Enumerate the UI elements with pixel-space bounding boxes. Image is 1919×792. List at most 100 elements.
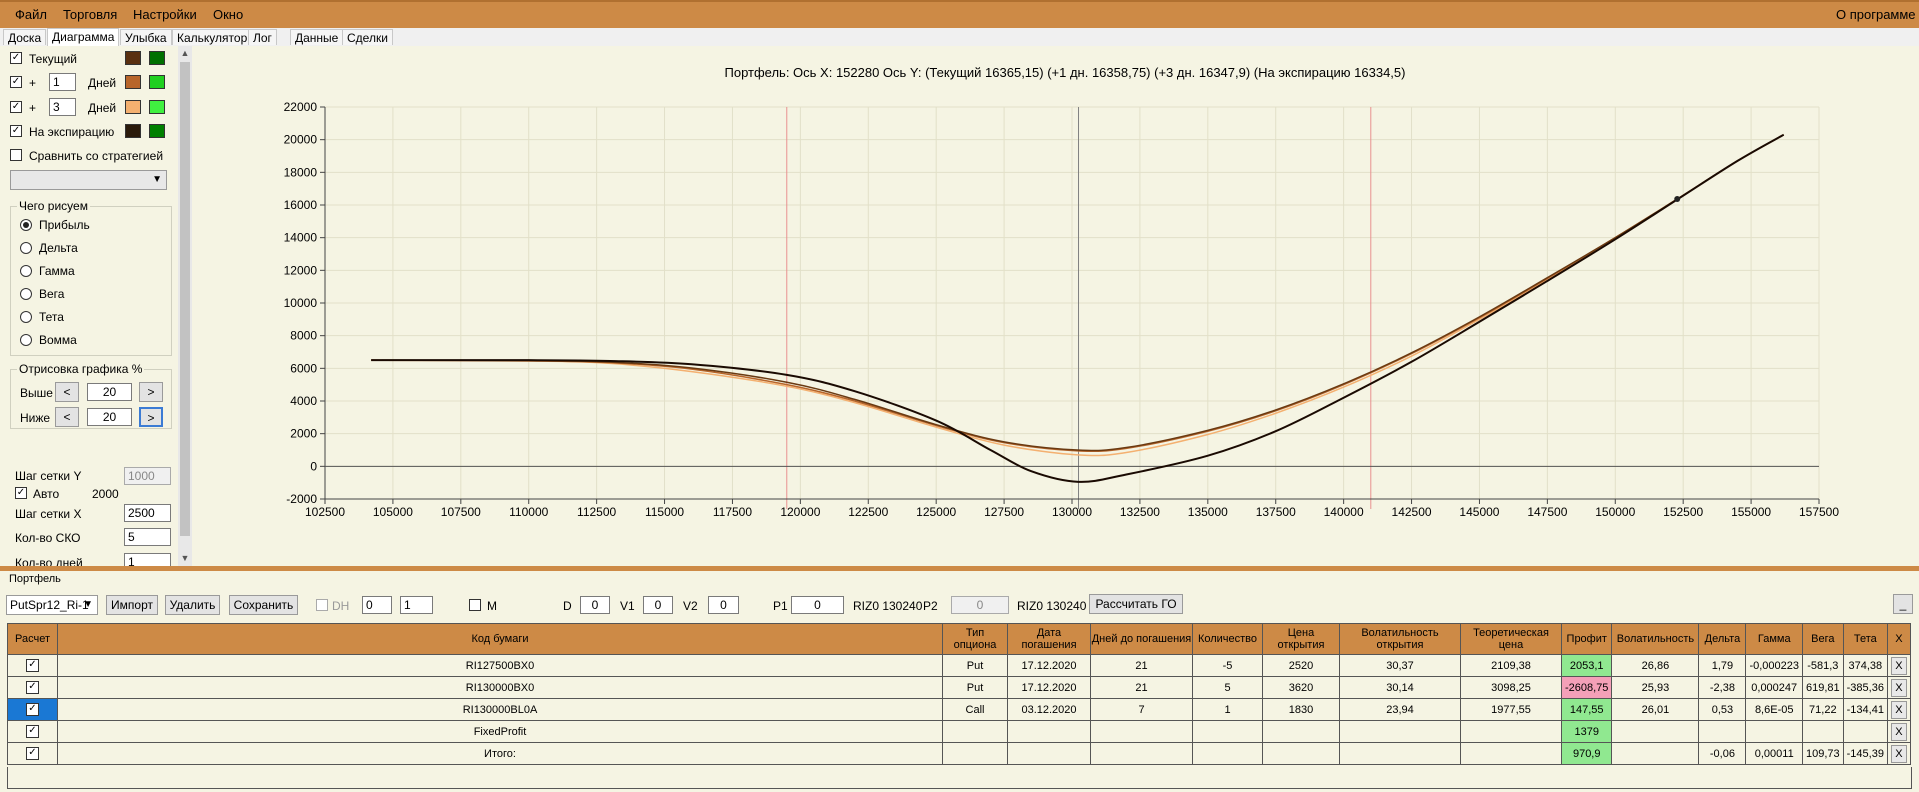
grid-y-input[interactable]: 1000 bbox=[124, 467, 171, 485]
expiry-color-2[interactable] bbox=[149, 124, 165, 138]
plus1-checkbox[interactable]: ✓ bbox=[10, 76, 22, 88]
v1-input[interactable]: 0 bbox=[643, 596, 673, 614]
tab-smile[interactable]: Улыбка bbox=[120, 29, 172, 45]
col-vol-open[interactable]: Волатильность открытия bbox=[1339, 623, 1461, 655]
scroll-up-icon[interactable]: ▲ bbox=[180, 48, 190, 58]
plus3-days-input[interactable]: 3 bbox=[49, 98, 76, 116]
p1-input[interactable]: 0 bbox=[791, 596, 844, 614]
radio-vega[interactable] bbox=[20, 288, 32, 300]
col-x[interactable]: X bbox=[1886, 623, 1911, 655]
above-decrease-button[interactable]: < bbox=[55, 382, 79, 402]
compare-checkbox[interactable] bbox=[10, 149, 22, 161]
tab-data[interactable]: Данные bbox=[290, 29, 344, 45]
col-type[interactable]: Тип опциона bbox=[942, 623, 1008, 655]
col-theo[interactable]: Теоретическая цена bbox=[1460, 623, 1562, 655]
expiry-color-1[interactable] bbox=[125, 124, 141, 138]
portfolio-select[interactable]: PutSpr12_Ri-1 ▼ bbox=[6, 595, 98, 615]
col-vol[interactable]: Волатильность bbox=[1611, 623, 1700, 655]
col-delta[interactable]: Дельта bbox=[1698, 623, 1747, 655]
menu-file[interactable]: Файл bbox=[15, 7, 47, 22]
plus3-checkbox[interactable]: ✓ bbox=[10, 101, 22, 113]
days-count-input[interactable]: 1 bbox=[124, 553, 171, 566]
calc-checkbox[interactable]: ✓ bbox=[26, 747, 39, 760]
radio-vomma[interactable] bbox=[20, 334, 32, 346]
minimize-button[interactable]: _ bbox=[1893, 594, 1913, 614]
below-decrease-button[interactable]: < bbox=[55, 407, 79, 427]
menu-window[interactable]: Окно bbox=[213, 7, 244, 22]
col-calc[interactable]: Расчет bbox=[7, 623, 58, 655]
p2-input[interactable]: 0 bbox=[951, 596, 1009, 614]
menu-about[interactable]: О программе bbox=[1836, 7, 1916, 22]
table-row[interactable]: ✓ RI130000BL0A Call 03.12.2020 7 1 1830 … bbox=[7, 698, 1911, 721]
current-checkbox[interactable]: ✓ bbox=[10, 52, 22, 64]
calc-cell[interactable]: ✓ bbox=[7, 720, 58, 743]
settings-scrollbar[interactable]: ▲ ▼ bbox=[178, 46, 192, 566]
remove-row-button[interactable]: X bbox=[1890, 656, 1907, 675]
dh-value-2[interactable]: 1 bbox=[400, 596, 433, 614]
plus1-color-1[interactable] bbox=[125, 75, 141, 89]
calc-checkbox[interactable]: ✓ bbox=[26, 725, 39, 738]
scroll-down-icon[interactable]: ▼ bbox=[180, 553, 190, 563]
menu-trade[interactable]: Торговля bbox=[63, 7, 118, 22]
col-code[interactable]: Код бумаги bbox=[57, 623, 943, 655]
dh-checkbox[interactable] bbox=[316, 599, 328, 611]
menu-settings[interactable]: Настройки bbox=[133, 7, 197, 22]
v2-input[interactable]: 0 bbox=[708, 596, 739, 614]
col-vega[interactable]: Вега bbox=[1801, 623, 1844, 655]
current-color-1[interactable] bbox=[125, 51, 141, 65]
expiry-checkbox[interactable]: ✓ bbox=[10, 125, 22, 137]
calc-go-button[interactable]: Рассчитать ГО bbox=[1089, 594, 1183, 614]
calc-cell[interactable]: ✓ bbox=[7, 676, 58, 699]
calc-checkbox[interactable]: ✓ bbox=[26, 703, 39, 716]
calc-cell[interactable]: ✓ bbox=[7, 742, 58, 765]
tab-board[interactable]: Доска bbox=[3, 29, 47, 45]
grid-x-input[interactable]: 2500 bbox=[124, 504, 171, 522]
panel-splitter[interactable] bbox=[0, 566, 1919, 571]
tab-diagram[interactable]: Диаграмма bbox=[47, 28, 120, 46]
col-profit[interactable]: Профит bbox=[1560, 623, 1613, 655]
col-theta[interactable]: Тета bbox=[1842, 623, 1888, 655]
calc-cell[interactable]: ✓ bbox=[7, 654, 58, 677]
table-row[interactable]: ✓ RI130000BX0 Put 17.12.2020 21 5 3620 3… bbox=[7, 676, 1911, 699]
scroll-thumb[interactable] bbox=[180, 62, 190, 536]
above-input[interactable]: 20 bbox=[87, 383, 132, 401]
table-row[interactable]: ✓ Итого: 970,9 -0,06 0,00011 109,73 -145… bbox=[7, 742, 1911, 765]
m-checkbox[interactable] bbox=[469, 599, 481, 611]
col-gamma[interactable]: Гамма bbox=[1745, 623, 1803, 655]
table-row[interactable]: ✓ FixedProfit 1379 X bbox=[7, 720, 1911, 743]
tab-deals[interactable]: Сделки bbox=[342, 29, 393, 45]
dh-value-1[interactable]: 0 bbox=[362, 596, 392, 614]
strategy-select[interactable]: ▼ bbox=[10, 170, 167, 190]
col-days[interactable]: Дней до погашения bbox=[1090, 623, 1193, 655]
delete-button[interactable]: Удалить bbox=[165, 595, 220, 615]
remove-row-button[interactable]: X bbox=[1890, 722, 1907, 741]
below-increase-button[interactable]: > bbox=[139, 407, 163, 427]
remove-row-button[interactable]: X bbox=[1890, 678, 1907, 697]
auto-checkbox[interactable]: ✓ bbox=[15, 487, 27, 499]
tab-log[interactable]: Лог bbox=[248, 29, 277, 45]
profit-chart[interactable]: Портфель: Ось X: 152280 Ось Y: (Текущий … bbox=[192, 46, 1919, 566]
remove-row-button[interactable]: X bbox=[1890, 744, 1907, 763]
calc-checkbox[interactable]: ✓ bbox=[26, 681, 39, 694]
radio-profit[interactable] bbox=[20, 219, 32, 231]
plus1-color-2[interactable] bbox=[149, 75, 165, 89]
remove-row-button[interactable]: X bbox=[1890, 700, 1907, 719]
radio-gamma[interactable] bbox=[20, 265, 32, 277]
above-increase-button[interactable]: > bbox=[139, 382, 163, 402]
col-date[interactable]: Дата погашения bbox=[1007, 623, 1091, 655]
save-button[interactable]: Сохранить bbox=[229, 595, 298, 615]
sko-input[interactable]: 5 bbox=[124, 528, 171, 546]
calc-checkbox[interactable]: ✓ bbox=[26, 659, 39, 672]
tab-calculator[interactable]: Калькулятор bbox=[172, 29, 253, 45]
col-price[interactable]: Цена открытия bbox=[1262, 623, 1340, 655]
plus1-days-input[interactable]: 1 bbox=[49, 73, 76, 91]
current-color-2[interactable] bbox=[149, 51, 165, 65]
table-row[interactable]: ✓ RI127500BX0 Put 17.12.2020 21 -5 2520 … bbox=[7, 654, 1911, 677]
plus3-color-1[interactable] bbox=[125, 100, 141, 114]
plus3-color-2[interactable] bbox=[149, 100, 165, 114]
below-input[interactable]: 20 bbox=[87, 408, 132, 426]
import-button[interactable]: Импорт bbox=[106, 595, 158, 615]
col-qty[interactable]: Количество bbox=[1192, 623, 1263, 655]
radio-theta[interactable] bbox=[20, 311, 32, 323]
radio-delta[interactable] bbox=[20, 242, 32, 254]
